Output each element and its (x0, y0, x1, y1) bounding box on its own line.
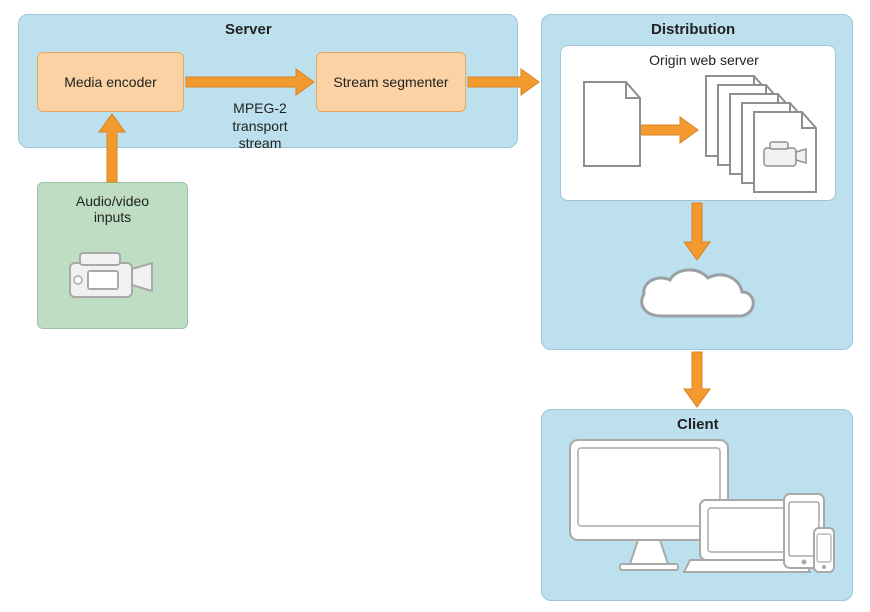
camera-icon (68, 245, 158, 303)
client-devices-icon (560, 432, 840, 592)
arrow-segmenter-to-dist (468, 69, 539, 95)
arrow-encoder-to-segmenter (186, 69, 314, 95)
ts-files-icon (702, 72, 832, 198)
arrow-dist-to-client (684, 352, 710, 407)
arrow-av-to-encoder (99, 114, 125, 182)
arrow-origin-to-cloud (684, 203, 710, 260)
arrow-index-to-ts (640, 117, 698, 143)
index-file-icon (576, 76, 648, 172)
cloud-icon (632, 262, 762, 334)
